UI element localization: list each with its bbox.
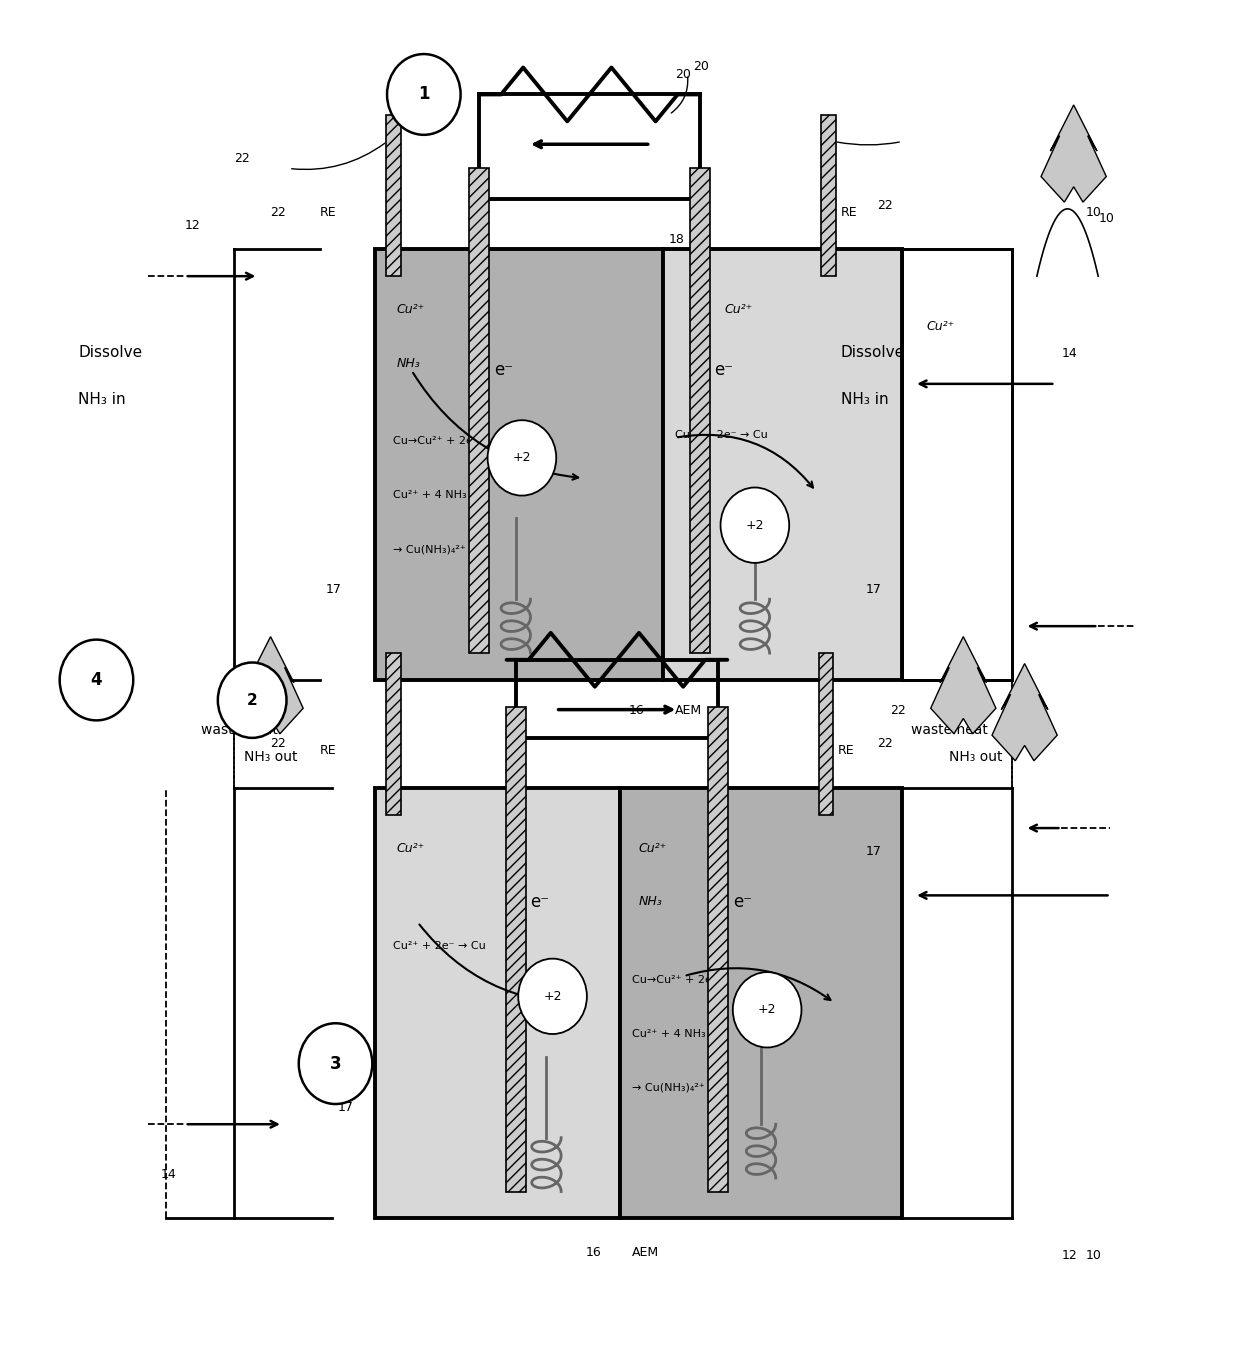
Circle shape [218, 662, 286, 738]
Text: AEM: AEM [632, 1246, 660, 1259]
Text: RE: RE [320, 205, 336, 219]
Circle shape [720, 487, 789, 563]
Bar [818, 653, 833, 815]
Text: waste heat: waste heat [911, 724, 988, 737]
Text: Cu²⁺: Cu²⁺ [639, 842, 667, 854]
Bar [663, 249, 901, 680]
Text: 20: 20 [693, 60, 709, 73]
Text: 10: 10 [1099, 212, 1114, 226]
Bar [620, 787, 901, 1219]
Text: +2: +2 [512, 452, 531, 464]
Text: Cu²⁺: Cu²⁺ [397, 303, 425, 316]
Text: +2: +2 [745, 518, 764, 532]
Text: 22: 22 [234, 152, 249, 165]
Text: Cu²⁺ + 2e⁻ → Cu: Cu²⁺ + 2e⁻ → Cu [393, 941, 486, 951]
Text: 22: 22 [270, 737, 286, 751]
Text: Dissolve: Dissolve [78, 345, 143, 360]
Text: 12: 12 [185, 219, 201, 233]
Text: +2: +2 [543, 990, 562, 1002]
Bar [821, 114, 836, 276]
Text: 20: 20 [675, 68, 691, 82]
Bar [506, 707, 526, 1191]
Text: 17: 17 [866, 582, 882, 596]
Text: 18: 18 [503, 771, 520, 783]
Text: Cu²⁺: Cu²⁺ [926, 320, 955, 333]
Text: 22: 22 [878, 199, 893, 212]
Text: Cu²⁺ + 4 NH₃: Cu²⁺ + 4 NH₃ [393, 490, 466, 500]
Text: RE: RE [838, 744, 854, 758]
Circle shape [487, 420, 557, 495]
Text: NH₃ out: NH₃ out [244, 749, 298, 764]
Text: AEM: AEM [675, 703, 702, 717]
Text: 4: 4 [91, 670, 102, 690]
Text: 22: 22 [270, 205, 286, 219]
Text: 10: 10 [1086, 1248, 1102, 1262]
Circle shape [60, 639, 133, 721]
Text: Cu²⁺: Cu²⁺ [397, 842, 425, 854]
Text: 17: 17 [866, 845, 882, 858]
Bar [901, 249, 1012, 680]
Circle shape [387, 54, 460, 135]
Polygon shape [1042, 105, 1106, 203]
Text: 3: 3 [330, 1054, 341, 1073]
Text: Cu→Cu²⁺ + 2e⁻: Cu→Cu²⁺ + 2e⁻ [632, 975, 718, 985]
Text: 10: 10 [1086, 205, 1102, 219]
Text: Cu²⁺ + 4 NH₃: Cu²⁺ + 4 NH₃ [632, 1028, 706, 1039]
Text: NH₃ in: NH₃ in [841, 392, 888, 407]
FancyArrowPatch shape [419, 925, 580, 1006]
Text: 2: 2 [247, 692, 258, 707]
Text: 22: 22 [878, 737, 893, 751]
Bar [386, 114, 401, 276]
Text: 1: 1 [418, 86, 429, 103]
Bar [386, 653, 401, 815]
FancyArrowPatch shape [678, 435, 813, 488]
Circle shape [733, 972, 801, 1047]
Text: Cu²⁺: Cu²⁺ [724, 303, 753, 316]
Text: 17: 17 [339, 1100, 353, 1114]
Polygon shape [931, 636, 996, 734]
Text: 18: 18 [670, 233, 684, 246]
Text: 16: 16 [585, 1246, 601, 1259]
Bar [708, 707, 728, 1191]
Bar [374, 249, 663, 680]
Bar [689, 169, 709, 653]
Text: e⁻: e⁻ [531, 894, 549, 911]
Circle shape [299, 1023, 372, 1104]
Bar [374, 787, 620, 1219]
FancyArrowPatch shape [687, 968, 831, 1000]
Text: Cu→Cu²⁺ + 2e⁻: Cu→Cu²⁺ + 2e⁻ [393, 437, 479, 446]
Text: 12: 12 [1061, 1248, 1078, 1262]
Text: RE: RE [841, 205, 857, 219]
Text: 17: 17 [326, 582, 341, 596]
Bar [469, 169, 489, 653]
Text: NH₃: NH₃ [397, 356, 420, 370]
Text: → Cu(NH₃)₄²⁺: → Cu(NH₃)₄²⁺ [393, 544, 466, 554]
Text: waste heat: waste heat [201, 724, 278, 737]
Text: RE: RE [320, 744, 336, 758]
Text: 20: 20 [691, 634, 707, 646]
Polygon shape [992, 664, 1058, 760]
Text: → Cu(NH₃)₄²⁺: → Cu(NH₃)₄²⁺ [632, 1083, 706, 1092]
Text: NH₃ out: NH₃ out [949, 749, 1002, 764]
Text: e⁻: e⁻ [494, 362, 512, 379]
Text: +2: +2 [758, 1004, 776, 1016]
Text: e⁻: e⁻ [714, 362, 733, 379]
Text: NH₃: NH₃ [639, 895, 662, 908]
FancyArrowPatch shape [413, 373, 578, 480]
Text: 22: 22 [252, 703, 268, 717]
Text: Cu²⁺ + 2e⁻ → Cu: Cu²⁺ + 2e⁻ → Cu [675, 430, 768, 439]
Text: 14: 14 [160, 1168, 176, 1180]
Circle shape [518, 959, 587, 1034]
Text: 16: 16 [629, 703, 645, 717]
Polygon shape [238, 636, 303, 734]
Text: Dissolve: Dissolve [841, 345, 905, 360]
Text: e⁻: e⁻ [733, 894, 751, 911]
Text: 14: 14 [1061, 347, 1078, 360]
Text: 22: 22 [890, 703, 905, 717]
Text: NH₃ in: NH₃ in [78, 392, 125, 407]
